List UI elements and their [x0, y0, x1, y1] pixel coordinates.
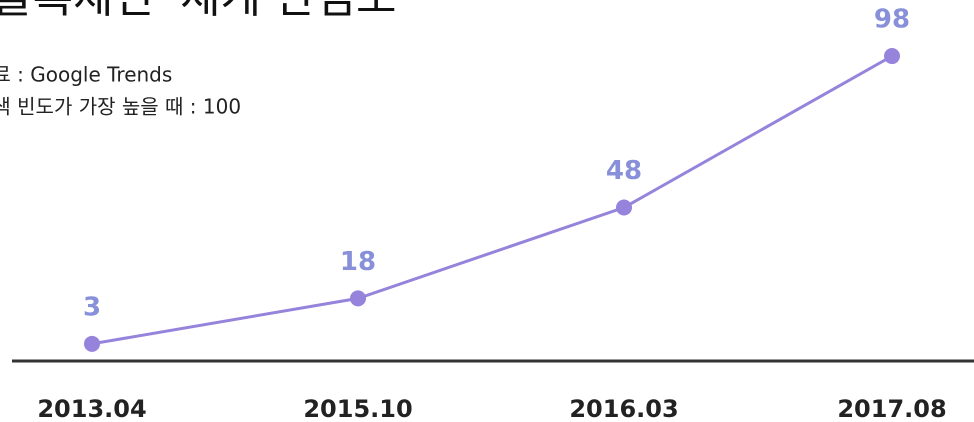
line [91, 54, 893, 346]
point [616, 199, 632, 216]
chart-title: '블록체인' 세계 관심도 [0, 0, 396, 23]
data-label: 98 [874, 5, 910, 35]
annotation: 자료 : Google Trends [0, 63, 172, 87]
data-label: 18 [340, 247, 376, 277]
data-label: 3 [83, 292, 101, 322]
annotation: 검색 빈도가 가장 높을 때 : 100 [0, 95, 241, 119]
x-tick-label: 2016.03 [569, 395, 678, 422]
point [350, 290, 366, 307]
point [84, 335, 100, 352]
x-tick-label: 2013.04 [37, 395, 146, 422]
data-label: 48 [606, 156, 642, 186]
x-tick-label: 2017.08 [837, 395, 946, 422]
x-tick-label: 2015.10 [303, 395, 412, 422]
point [884, 48, 900, 65]
